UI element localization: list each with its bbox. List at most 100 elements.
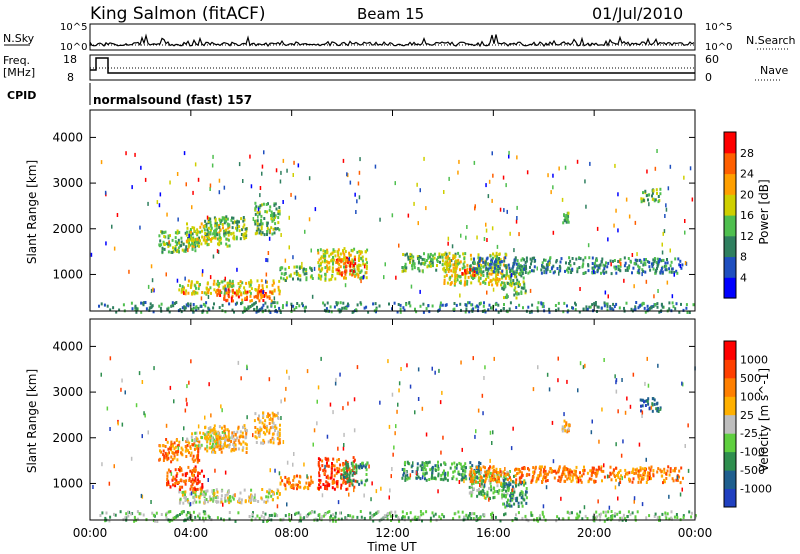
echo-cell [172,477,175,481]
echo-cell [227,490,230,494]
echo-cell [468,301,471,305]
echo-cell [303,272,306,276]
echo-cell [286,477,289,481]
echo-cell [610,272,613,276]
echo-cell [642,191,644,195]
echo-cell [419,477,422,481]
echo-cell [645,516,648,520]
echo-cell [548,262,551,267]
echo-cell [332,513,335,517]
echo-cell [383,514,386,518]
echo-cell [254,201,257,205]
echo-cell [515,499,518,503]
echo-cell [489,266,492,270]
echo-cell [109,356,112,361]
echo-cell [583,468,586,472]
echo-cell [453,268,456,272]
echo-cell [358,259,360,262]
echo-cell [167,483,170,486]
echo-cell [610,262,612,267]
echo-cell [661,305,664,309]
echo-cell [480,482,483,486]
echo-cell [587,263,590,267]
echo-cell [636,270,639,274]
echo-cell [674,307,677,311]
echo-cell [176,231,178,235]
echo-cell [458,480,461,484]
echo-cell [356,480,359,484]
echo-cell [617,409,619,414]
colorbar-tick-label: 16 [740,209,754,222]
echo-cell [504,477,507,481]
echo-cell [600,306,603,310]
echo-cell [150,305,153,309]
echo-cell [521,516,524,520]
echo-cell [558,166,560,171]
echo-cell [223,234,226,238]
echo-cell [269,229,271,234]
echo-cell [269,438,272,442]
echo-cell [169,234,171,238]
echo-cell [209,224,212,228]
echo-cell [192,510,195,514]
echo-cell [263,500,266,504]
echo-cell [324,272,327,276]
echo-cell [296,302,299,305]
echo-cell [218,425,221,429]
echo-cell [353,458,356,462]
echo-cell [279,476,282,480]
echo-cell [597,499,599,504]
echo-cell [226,492,229,496]
echo-cell [245,307,248,311]
echo-cell [307,513,309,517]
echo-cell [506,485,509,489]
echo-cell [167,250,170,254]
echo-cell [375,511,378,515]
echo-cell [187,465,190,469]
echo-cell [131,185,133,190]
echo-cell [130,512,133,516]
echo-cell [626,515,629,518]
echo-cell [534,465,537,469]
echo-cell [152,513,155,517]
echo-cell [231,431,234,435]
echo-cell [194,458,197,462]
echo-cell [509,268,512,272]
echo-cell [330,514,332,518]
echo-cell [508,502,511,506]
echo-cell [353,247,356,251]
echo-cell [201,485,204,489]
echo-cell [503,208,505,213]
echo-cell [353,255,356,259]
echo-cell [218,438,221,442]
echo-cell [369,515,372,519]
echo-cell [251,514,254,518]
echo-cell [469,268,472,271]
echo-cell [596,305,599,309]
echo-cell [357,273,360,277]
echo-cell [617,228,619,233]
echo-cell [271,498,274,502]
echo-cell [181,287,184,291]
echo-cell [579,361,582,366]
echo-cell [220,241,223,245]
echo-cell [297,277,299,281]
echo-cell [240,434,243,438]
echo-cell [592,515,595,519]
echo-cell [195,308,198,312]
echo-cell [615,378,618,383]
echo-cell [520,482,523,486]
echo-cell [318,474,321,478]
echo-cell [258,212,261,216]
echo-cell [224,496,226,500]
echo-cell [174,231,177,235]
echo-cell [207,226,210,230]
echo-cell [476,489,479,492]
echo-cell [198,480,201,484]
echo-cell [521,491,524,495]
echo-cell [444,260,447,264]
freq-unit-label: [MHz] [3,66,35,79]
echo-cell [419,188,421,193]
echo-cell [187,243,190,247]
